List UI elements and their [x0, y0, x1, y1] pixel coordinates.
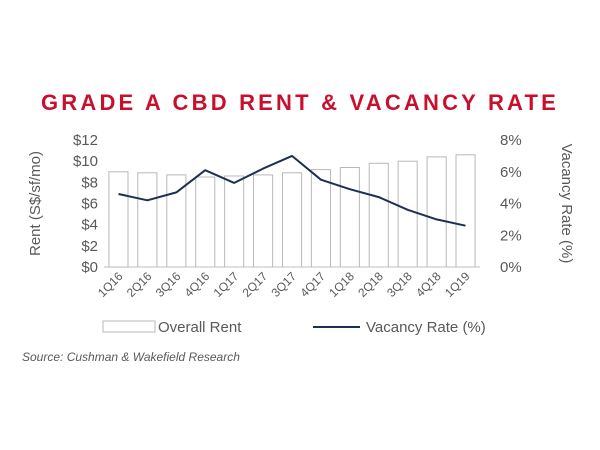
rent-bar [166, 174, 187, 268]
x-tick-label: 4Q16 [182, 269, 213, 300]
x-tick-label: 1Q16 [95, 269, 126, 300]
right-axis-label: Vacancy Rate (%) [558, 144, 575, 264]
x-tick-label: 3Q18 [384, 269, 415, 300]
left-axis-label: Rent (S$/sf/mo) [27, 151, 44, 256]
left-tick-label: $8 [81, 174, 98, 191]
rent-bar [108, 171, 129, 268]
right-axis-ticks: 0% 2% 4% 6% 8% [500, 132, 522, 276]
left-tick-label: $6 [81, 196, 98, 213]
rent-bar [397, 160, 418, 268]
chart-title: GRADE A CBD RENT & VACANCY RATE [40, 90, 560, 115]
rent-bar [310, 169, 331, 268]
legend-bar-swatch [102, 320, 156, 333]
x-tick-label: 2Q17 [240, 269, 271, 300]
rent-bar [455, 154, 476, 268]
source-note: Source: Cushman & Wakefield Research [22, 350, 240, 364]
right-tick-label: 2% [500, 227, 522, 244]
rent-bar [224, 175, 245, 268]
x-axis-ticks: 1Q162Q163Q164Q161Q172Q173Q174Q171Q182Q18… [95, 269, 473, 300]
rent-bar [426, 156, 447, 268]
left-tick-label: $0 [81, 259, 98, 276]
rent-bar [282, 172, 303, 268]
right-tick-label: 4% [500, 196, 522, 213]
left-axis-ticks: $0 $2 $4 $6 $8 $10 $12 [73, 132, 98, 276]
x-tick-label: 2Q16 [124, 269, 155, 300]
rent-bar [137, 172, 158, 268]
x-tick-label: 2Q18 [355, 269, 386, 300]
x-tick-label: 1Q18 [326, 269, 357, 300]
right-tick-label: 0% [500, 259, 522, 276]
x-tick-label: 4Q17 [297, 269, 328, 300]
legend: Overall Rent Vacancy Rate (%) [102, 319, 486, 336]
left-tick-label: $10 [73, 153, 98, 170]
x-tick-label: 4Q18 [413, 269, 444, 300]
right-tick-label: 6% [500, 164, 522, 181]
rent-bar [368, 162, 389, 268]
right-tick-label: 8% [500, 132, 522, 149]
rent-bar [253, 174, 274, 268]
x-tick-label: 1Q17 [211, 269, 242, 300]
x-tick-label: 1Q19 [442, 269, 473, 300]
left-tick-label: $4 [81, 217, 98, 234]
x-tick-label: 3Q17 [268, 269, 299, 300]
vacancy-line-series [118, 154, 466, 227]
left-tick-label: $2 [81, 238, 98, 255]
legend-bar-label: Overall Rent [158, 319, 242, 336]
rent-bars [108, 154, 476, 268]
x-tick-label: 3Q16 [153, 269, 184, 300]
rent-bar [195, 176, 216, 268]
rent-bar [339, 167, 360, 268]
left-tick-label: $12 [73, 132, 98, 149]
legend-line-label: Vacancy Rate (%) [366, 319, 486, 336]
